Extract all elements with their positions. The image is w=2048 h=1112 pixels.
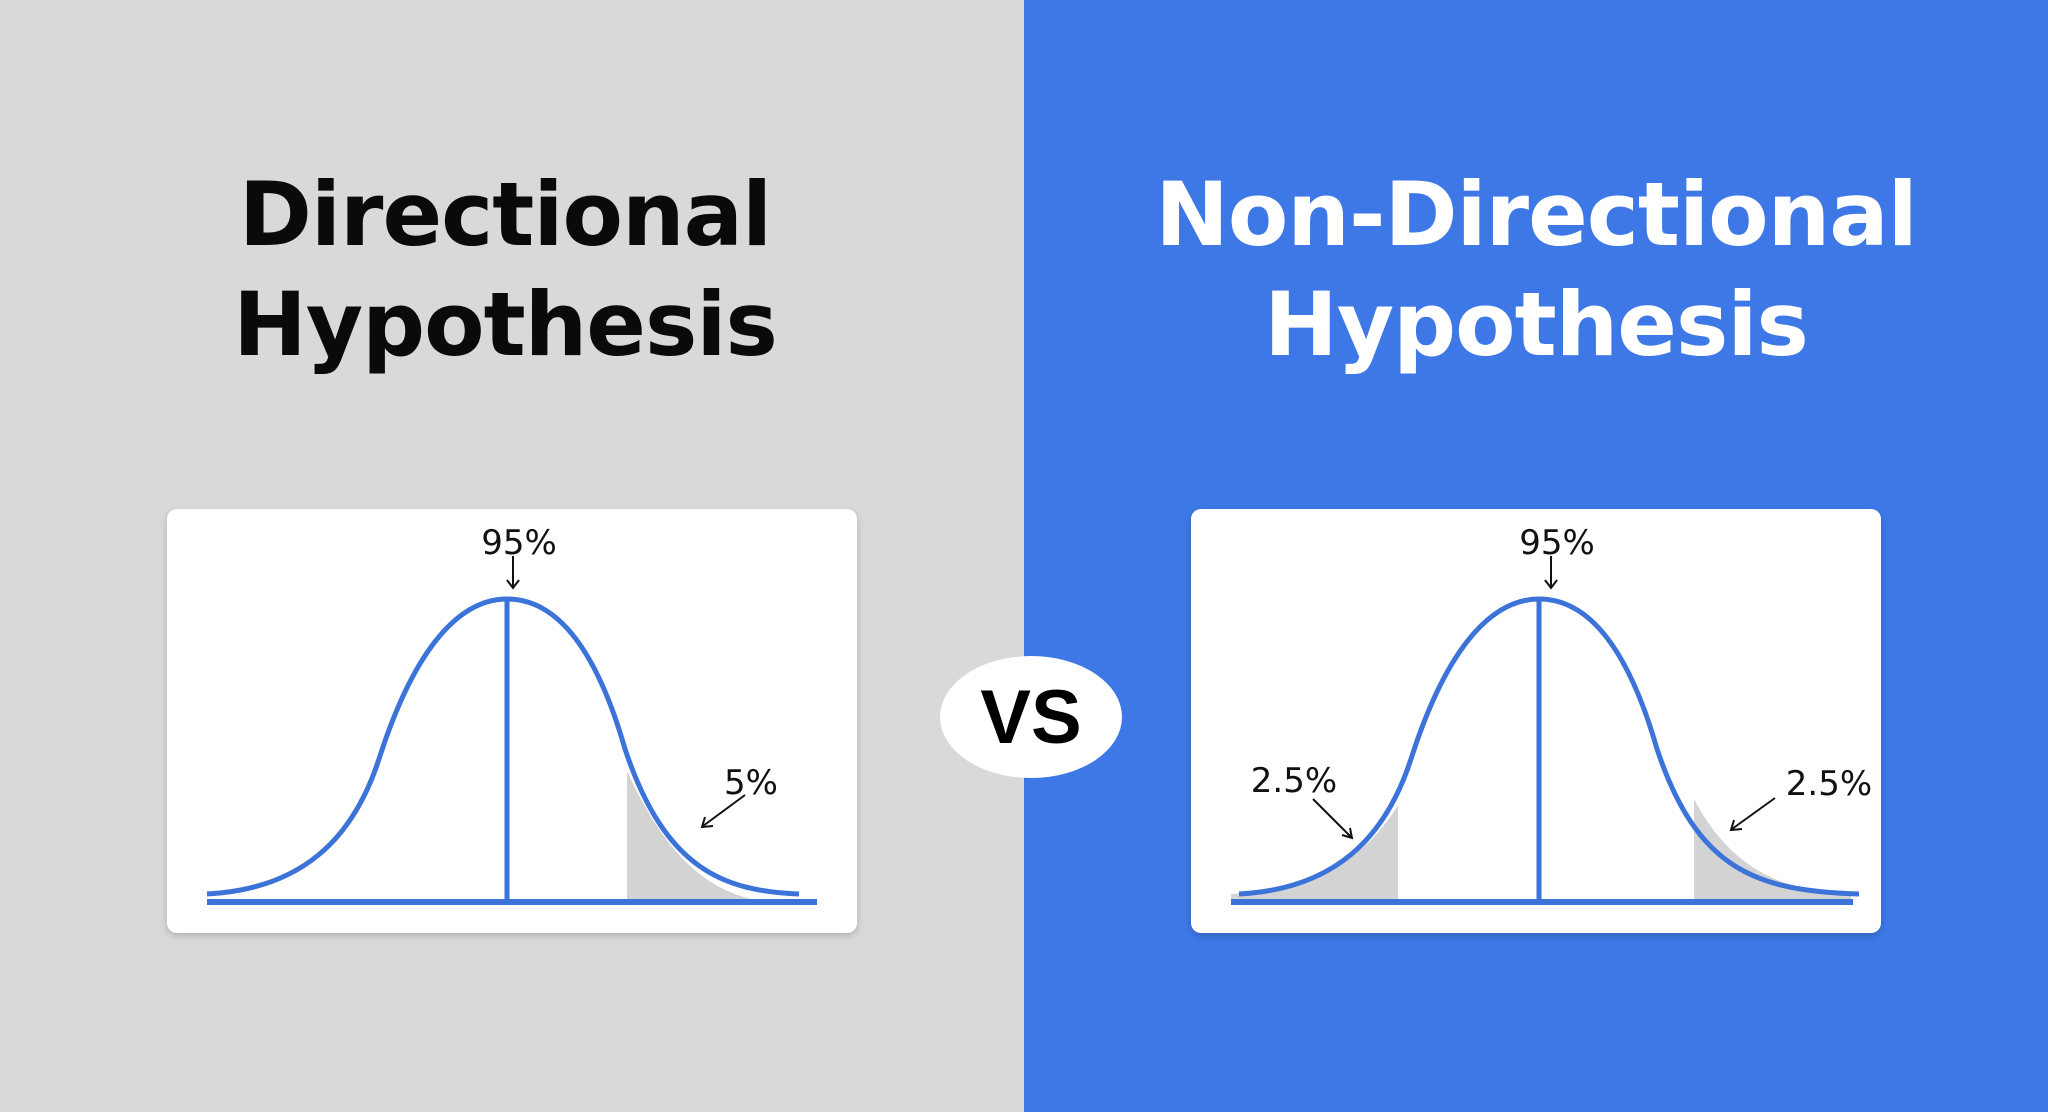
bell-curve <box>1238 596 1860 897</box>
non-directional-distribution-diagram: 95% 2.5% 2.5% <box>1231 523 1872 905</box>
center-percent-label: 95% <box>1519 523 1595 563</box>
directional-distribution-diagram: 95% 5% <box>206 523 817 905</box>
center-percent-label: 95% <box>481 523 557 563</box>
directional-title: Directional Hypothesis <box>0 160 1010 380</box>
center-arrow-icon <box>506 556 520 590</box>
right-tail-shade <box>1694 799 1851 902</box>
directional-diagram-card: 95% 5% <box>167 509 857 933</box>
non-directional-title-line2: Hypothesis <box>1264 273 1809 376</box>
right-tail-percent-label: 2.5% <box>1786 764 1872 804</box>
right-tail-shade <box>627 771 799 905</box>
directional-title-line1: Directional <box>238 163 772 266</box>
right-tail-arrow-icon <box>1729 797 1776 832</box>
directional-title-line2: Hypothesis <box>233 273 778 376</box>
right-tail-percent-label: 5% <box>724 763 778 803</box>
bell-curve <box>206 596 800 897</box>
center-arrow-icon <box>1544 556 1558 590</box>
non-directional-title-line1: Non-Directional <box>1155 163 1918 266</box>
left-tail-arrow-icon <box>1312 798 1354 840</box>
vs-badge: VS <box>940 656 1122 778</box>
non-directional-title: Non-Directional Hypothesis <box>1024 160 2048 380</box>
right-tail-arrow-icon <box>700 794 746 829</box>
left-tail-shade <box>1231 805 1398 902</box>
non-directional-diagram-card: 95% 2.5% 2.5% <box>1191 509 1881 933</box>
left-tail-percent-label: 2.5% <box>1251 761 1337 801</box>
